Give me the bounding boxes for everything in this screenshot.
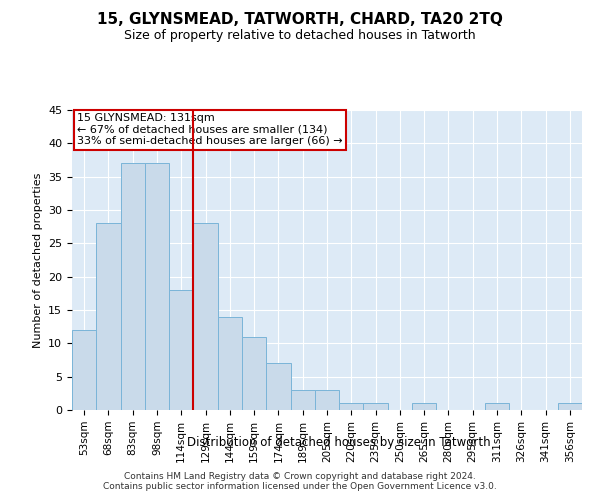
Text: Contains public sector information licensed under the Open Government Licence v3: Contains public sector information licen… [103,482,497,491]
Bar [169,290,193,410]
Bar [315,390,339,410]
Text: 15 GLYNSMEAD: 131sqm
← 67% of detached houses are smaller (134)
33% of semi-deta: 15 GLYNSMEAD: 131sqm ← 67% of detached h… [77,113,343,146]
Bar [364,404,388,410]
Bar [218,316,242,410]
Text: Contains HM Land Registry data © Crown copyright and database right 2024.: Contains HM Land Registry data © Crown c… [124,472,476,481]
Bar [145,164,169,410]
Bar [121,164,145,410]
Bar [242,336,266,410]
Text: Size of property relative to detached houses in Tatworth: Size of property relative to detached ho… [124,29,476,42]
Text: Distribution of detached houses by size in Tatworth: Distribution of detached houses by size … [187,436,491,449]
Bar [290,390,315,410]
Bar [266,364,290,410]
Bar [96,224,121,410]
Bar [412,404,436,410]
Bar [558,404,582,410]
Text: 15, GLYNSMEAD, TATWORTH, CHARD, TA20 2TQ: 15, GLYNSMEAD, TATWORTH, CHARD, TA20 2TQ [97,12,503,28]
Y-axis label: Number of detached properties: Number of detached properties [32,172,43,348]
Bar [485,404,509,410]
Bar [72,330,96,410]
Bar [193,224,218,410]
Bar [339,404,364,410]
